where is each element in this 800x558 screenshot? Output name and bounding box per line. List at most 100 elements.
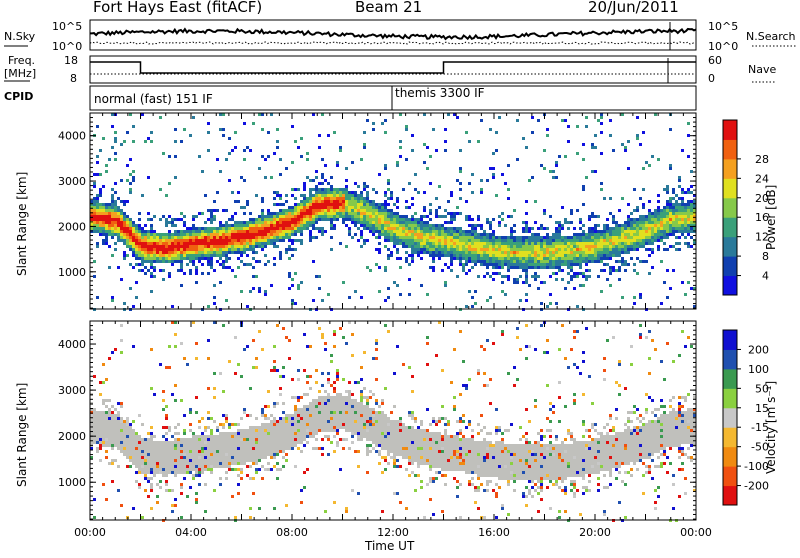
power-cell — [393, 242, 396, 245]
velocity-cell — [162, 435, 165, 438]
velocity-cell — [282, 450, 285, 453]
velocity-cell — [231, 432, 234, 435]
power-cell — [411, 254, 414, 257]
power-cell — [246, 200, 249, 203]
power-cell — [390, 221, 393, 224]
velocity-cell — [123, 444, 126, 447]
power-cell — [543, 248, 546, 251]
velocity-cell — [183, 465, 186, 468]
power-cell — [477, 260, 480, 263]
power-cell — [564, 236, 567, 239]
power-cell — [228, 251, 231, 254]
power-cell — [99, 203, 102, 206]
power-cell — [375, 209, 378, 212]
power-cell — [348, 212, 351, 215]
power-cell — [177, 218, 180, 221]
power-cell — [531, 176, 534, 179]
velocity-cell — [294, 438, 297, 441]
power-cell — [309, 239, 312, 242]
power-cell — [504, 257, 507, 260]
power-cell — [96, 161, 99, 164]
velocity-cell — [153, 474, 156, 477]
velocity-cell — [282, 447, 285, 450]
power-cell — [303, 185, 306, 188]
velocity-cell — [261, 411, 264, 414]
power-cell — [312, 212, 315, 215]
power-cell — [246, 227, 249, 230]
power-cell — [570, 263, 573, 266]
power-cell — [525, 299, 528, 302]
velocity-cell — [222, 435, 225, 438]
power-cell — [183, 128, 186, 131]
power-cell — [477, 224, 480, 227]
velocity-cell — [93, 411, 96, 414]
power-cell — [339, 191, 342, 194]
velocity-cell — [237, 474, 240, 477]
velocity-cell — [261, 438, 264, 441]
power-cell — [411, 221, 414, 224]
power-cell — [153, 275, 156, 278]
velocity-cell — [135, 432, 138, 435]
velocity-cell — [297, 429, 300, 432]
power-cell — [399, 224, 402, 227]
velocity-cell — [210, 453, 213, 456]
power-cell — [588, 233, 591, 236]
power-cell — [558, 155, 561, 158]
power-cell — [213, 239, 216, 242]
power-cell — [621, 260, 624, 263]
velocity-cell — [246, 474, 249, 477]
colorbar-segment — [723, 159, 737, 179]
power-cell — [432, 239, 435, 242]
velocity-cell — [213, 387, 216, 390]
power-cell — [141, 263, 144, 266]
power-cell — [504, 224, 507, 227]
velocity-cell — [99, 441, 102, 444]
power-cell — [369, 215, 372, 218]
power-cell — [471, 239, 474, 242]
velocity-cell — [258, 450, 261, 453]
power-cell — [237, 191, 240, 194]
velocity-cell — [189, 411, 192, 414]
power-cell — [447, 248, 450, 251]
velocity-cell — [252, 477, 255, 480]
power-cell — [168, 248, 171, 251]
power-cell — [345, 188, 348, 191]
power-cell — [207, 131, 210, 134]
power-cell — [486, 179, 489, 182]
velocity-cell — [273, 444, 276, 447]
power-cell — [246, 230, 249, 233]
power-cell — [618, 209, 621, 212]
power-cell — [531, 116, 534, 119]
power-cell — [339, 203, 342, 206]
power-cell — [687, 227, 690, 230]
power-cell — [540, 224, 543, 227]
power-cell — [234, 230, 237, 233]
power-cell — [123, 203, 126, 206]
power-cell — [126, 245, 129, 248]
power-cell — [303, 224, 306, 227]
power-cell — [501, 275, 504, 278]
power-cell — [525, 260, 528, 263]
power-cell — [474, 254, 477, 257]
power-cell — [459, 149, 462, 152]
power-cell — [270, 176, 273, 179]
power-cell — [498, 254, 501, 257]
power-cell — [672, 224, 675, 227]
power-cell — [516, 248, 519, 251]
velocity-cell — [216, 426, 219, 429]
power-cell — [411, 218, 414, 221]
velocity-cell — [117, 435, 120, 438]
velocity-cell — [345, 429, 348, 432]
velocity-cell — [132, 459, 135, 462]
power-cell — [642, 239, 645, 242]
power-cell — [156, 236, 159, 239]
velocity-cell — [279, 468, 282, 471]
power-cell — [663, 206, 666, 209]
velocity-cell — [243, 459, 246, 462]
power-cell — [378, 221, 381, 224]
velocity-cell — [285, 426, 288, 429]
power-cell — [222, 266, 225, 269]
power-cell — [462, 230, 465, 233]
velocity-cell — [189, 441, 192, 444]
velocity-cell — [162, 465, 165, 468]
